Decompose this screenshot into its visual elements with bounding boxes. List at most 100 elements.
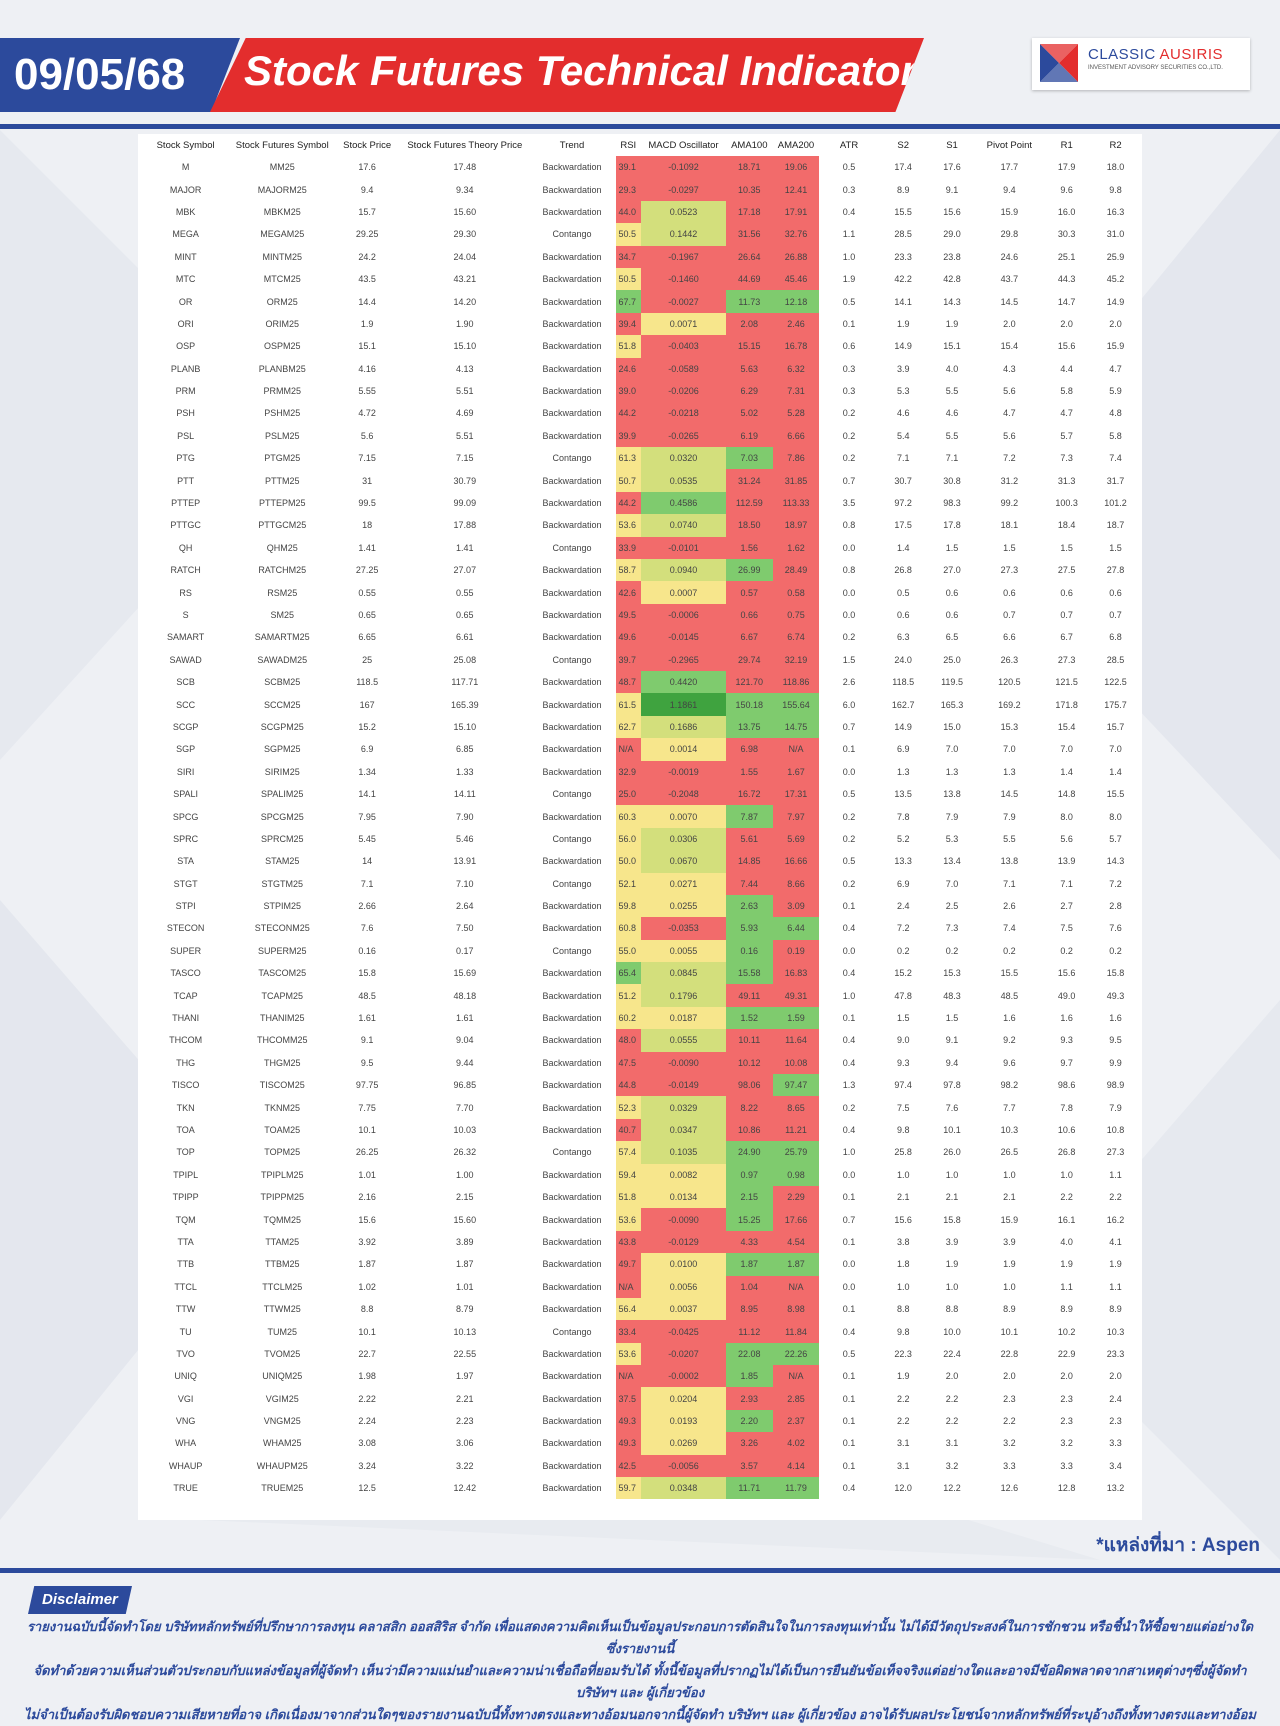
table-cell-stock-price: 24.2 bbox=[358, 251, 376, 262]
table-cell-rsi: 49.3 bbox=[615, 1432, 642, 1455]
table-cell-ama100: 0.57 bbox=[725, 581, 773, 604]
table-cell-stock-futures-symbol: MBKM25 bbox=[263, 206, 301, 217]
table-cell-r1: 2.2 bbox=[1060, 1192, 1073, 1203]
table-cell-r2: 9.8 bbox=[1109, 184, 1122, 195]
table-cell-stock-symbol: SPALI bbox=[173, 789, 199, 800]
table-cell-rsi: 32.9 bbox=[615, 760, 642, 783]
table-cell-pivot-point: 12.6 bbox=[1000, 1483, 1019, 1494]
table-cell-stock-futures-theory-price: 4.13 bbox=[456, 363, 474, 374]
table-cell-rsi: 33.4 bbox=[615, 1320, 642, 1343]
table-cell-ama100: 49.11 bbox=[725, 984, 773, 1007]
table-cell-r2: 8.9 bbox=[1109, 1304, 1122, 1315]
table-cell-s2: 97.4 bbox=[894, 1080, 912, 1091]
table-cell-stock-symbol: STA bbox=[177, 856, 195, 867]
table-cell-rsi: 53.6 bbox=[615, 514, 642, 537]
table-cell-s2: 7.8 bbox=[896, 811, 910, 822]
column-header: AMA100 bbox=[731, 139, 768, 151]
table-cell-r1: 30.3 bbox=[1057, 229, 1076, 240]
table-cell-s1: 13.4 bbox=[943, 856, 961, 867]
table-cell-ama200: 2.85 bbox=[772, 1387, 820, 1410]
table-cell-stock-symbol: MBK bbox=[175, 206, 196, 217]
table-row: SPALI SPALIM25 14.1 14.11 Contango 25.0 -0.204… bbox=[140, 782, 1140, 806]
table-cell-stock-price: 15.6 bbox=[358, 1214, 376, 1225]
table-cell-rsi: 44.0 bbox=[615, 200, 642, 224]
table-cell-pivot-point: 26.3 bbox=[1000, 654, 1019, 665]
table-cell-s1: 7.0 bbox=[945, 878, 959, 889]
table-cell-pivot-point: 98.2 bbox=[1000, 1080, 1019, 1091]
table-cell-s2: 15.5 bbox=[894, 206, 912, 217]
table-cell-pivot-point: 2.6 bbox=[1003, 901, 1016, 912]
table-cell-r1: 16.1 bbox=[1057, 1214, 1076, 1225]
table-cell-r2: 2.3 bbox=[1109, 1416, 1122, 1427]
table-cell-ama200: 6.74 bbox=[772, 626, 820, 649]
table-cell-s1: 1.0 bbox=[945, 1281, 959, 1292]
table-cell-stock-futures-symbol: TOAM25 bbox=[264, 1124, 301, 1135]
table-cell-s1: 26.0 bbox=[943, 1147, 961, 1158]
table-row: VNG VNGM25 2.24 2.23 Backwardation 49.3 0.0193… bbox=[140, 1409, 1140, 1433]
table-cell-stock-price: 12.5 bbox=[358, 1483, 376, 1494]
table-cell-s2: 14.9 bbox=[894, 341, 912, 352]
table-cell-trend: Contango bbox=[552, 542, 592, 553]
table-cell-stock-futures-theory-price: 12.42 bbox=[453, 1483, 477, 1494]
table-cell-stock-futures-theory-price: 99.09 bbox=[453, 498, 477, 509]
table-cell-stock-futures-symbol: THANIM25 bbox=[259, 1013, 305, 1024]
table-cell-trend: Backwardation bbox=[542, 1192, 602, 1203]
table-cell-pivot-point: 5.5 bbox=[1003, 833, 1016, 844]
table-cell-r1: 27.3 bbox=[1057, 654, 1076, 665]
table-cell-atr: 0.5 bbox=[842, 1348, 856, 1359]
table-cell-r2: 5.9 bbox=[1109, 386, 1122, 397]
table-cell-ama100: 31.24 bbox=[725, 469, 773, 492]
table-cell-pivot-point: 29.8 bbox=[1000, 229, 1019, 240]
table-cell-stock-futures-symbol: TPIPPM25 bbox=[260, 1192, 304, 1203]
table-cell-stock-futures-symbol: PTTGCM25 bbox=[258, 520, 307, 531]
table-row: SPCG SPCGM25 7.95 7.90 Backwardation 60.3 0.00… bbox=[140, 805, 1140, 828]
table-cell-macd-oscillator: 0.0320 bbox=[641, 447, 726, 470]
table-cell-rsi: 48.7 bbox=[615, 670, 642, 694]
table-cell-atr: 0.0 bbox=[842, 610, 856, 620]
table-cell-r2: 2.0 bbox=[1109, 318, 1122, 329]
table-cell-stock-futures-theory-price: 5.51 bbox=[456, 430, 474, 441]
table-row: SUPER SUPERM25 0.16 0.17 Contango 55.0 0.0055 0… bbox=[140, 939, 1140, 963]
table-cell-stock-futures-symbol: TVOM25 bbox=[264, 1348, 301, 1359]
table-cell-ama200: 17.31 bbox=[772, 782, 820, 806]
table-cell-macd-oscillator: 0.0014 bbox=[641, 738, 726, 761]
table-cell-ama100: 15.25 bbox=[725, 1208, 773, 1231]
table-cell-ama100: 18.50 bbox=[725, 514, 773, 537]
table-cell-stock-price: 97.75 bbox=[355, 1080, 379, 1091]
table-cell-s1: 3.1 bbox=[945, 1438, 959, 1449]
table-cell-s2: 1.0 bbox=[896, 1281, 910, 1292]
table-cell-s2: 0.2 bbox=[896, 945, 910, 956]
table-cell-trend: Backwardation bbox=[542, 475, 602, 486]
table-cell-macd-oscillator: 0.0071 bbox=[641, 312, 726, 336]
table-cell-stock-futures-theory-price: 1.01 bbox=[456, 1281, 474, 1292]
table-cell-rsi: 34.7 bbox=[615, 245, 642, 268]
table-row: RS RSM25 0.55 0.55 Backwardation 42.6 0.0007 0.… bbox=[140, 581, 1140, 604]
table-cell-ama100: 2.15 bbox=[725, 1185, 773, 1209]
table-cell-r2: 7.2 bbox=[1109, 878, 1122, 889]
table-cell-stock-symbol: S bbox=[182, 610, 189, 620]
column-header: Stock Symbol bbox=[156, 139, 215, 151]
table-cell-stock-futures-theory-price: 6.61 bbox=[456, 632, 474, 643]
footer-divider bbox=[0, 1568, 1280, 1573]
table-cell-pivot-point: 169.2 bbox=[998, 699, 1021, 710]
table-cell-stock-symbol: SCB bbox=[176, 677, 195, 688]
table-row: MAJOR MAJORM25 9.4 9.34 Backwardation 29.3 -0.… bbox=[140, 178, 1140, 201]
table-cell-ama100: 26.64 bbox=[725, 245, 773, 268]
table-cell-ama100: 31.56 bbox=[725, 223, 773, 246]
table-cell-s1: 12.2 bbox=[943, 1483, 961, 1494]
table-cell-rsi: 44.2 bbox=[615, 491, 642, 515]
table-cell-ama100: 10.86 bbox=[725, 1118, 773, 1142]
table-cell-atr: 0.2 bbox=[842, 632, 856, 643]
table-cell-rsi: 37.5 bbox=[615, 1387, 642, 1410]
table-cell-s1: 7.3 bbox=[945, 923, 959, 934]
table-row: TTW TTWM25 8.8 8.79 Backwardation 56.4 0.0037 8… bbox=[140, 1297, 1140, 1321]
table-cell-atr: 0.3 bbox=[842, 184, 856, 195]
table-cell-stock-symbol: STGT bbox=[173, 878, 198, 889]
table-cell-stock-futures-symbol: SPRCM25 bbox=[260, 833, 304, 844]
table-cell-stock-symbol: TRUE bbox=[173, 1483, 198, 1494]
table-cell-s1: 1.0 bbox=[945, 1169, 959, 1180]
table-cell-s1: 9.1 bbox=[945, 184, 959, 195]
table-cell-ama200: 45.46 bbox=[772, 267, 820, 291]
table-cell-stock-futures-theory-price: 7.70 bbox=[456, 1102, 474, 1113]
table-cell-trend: Contango bbox=[552, 878, 592, 889]
